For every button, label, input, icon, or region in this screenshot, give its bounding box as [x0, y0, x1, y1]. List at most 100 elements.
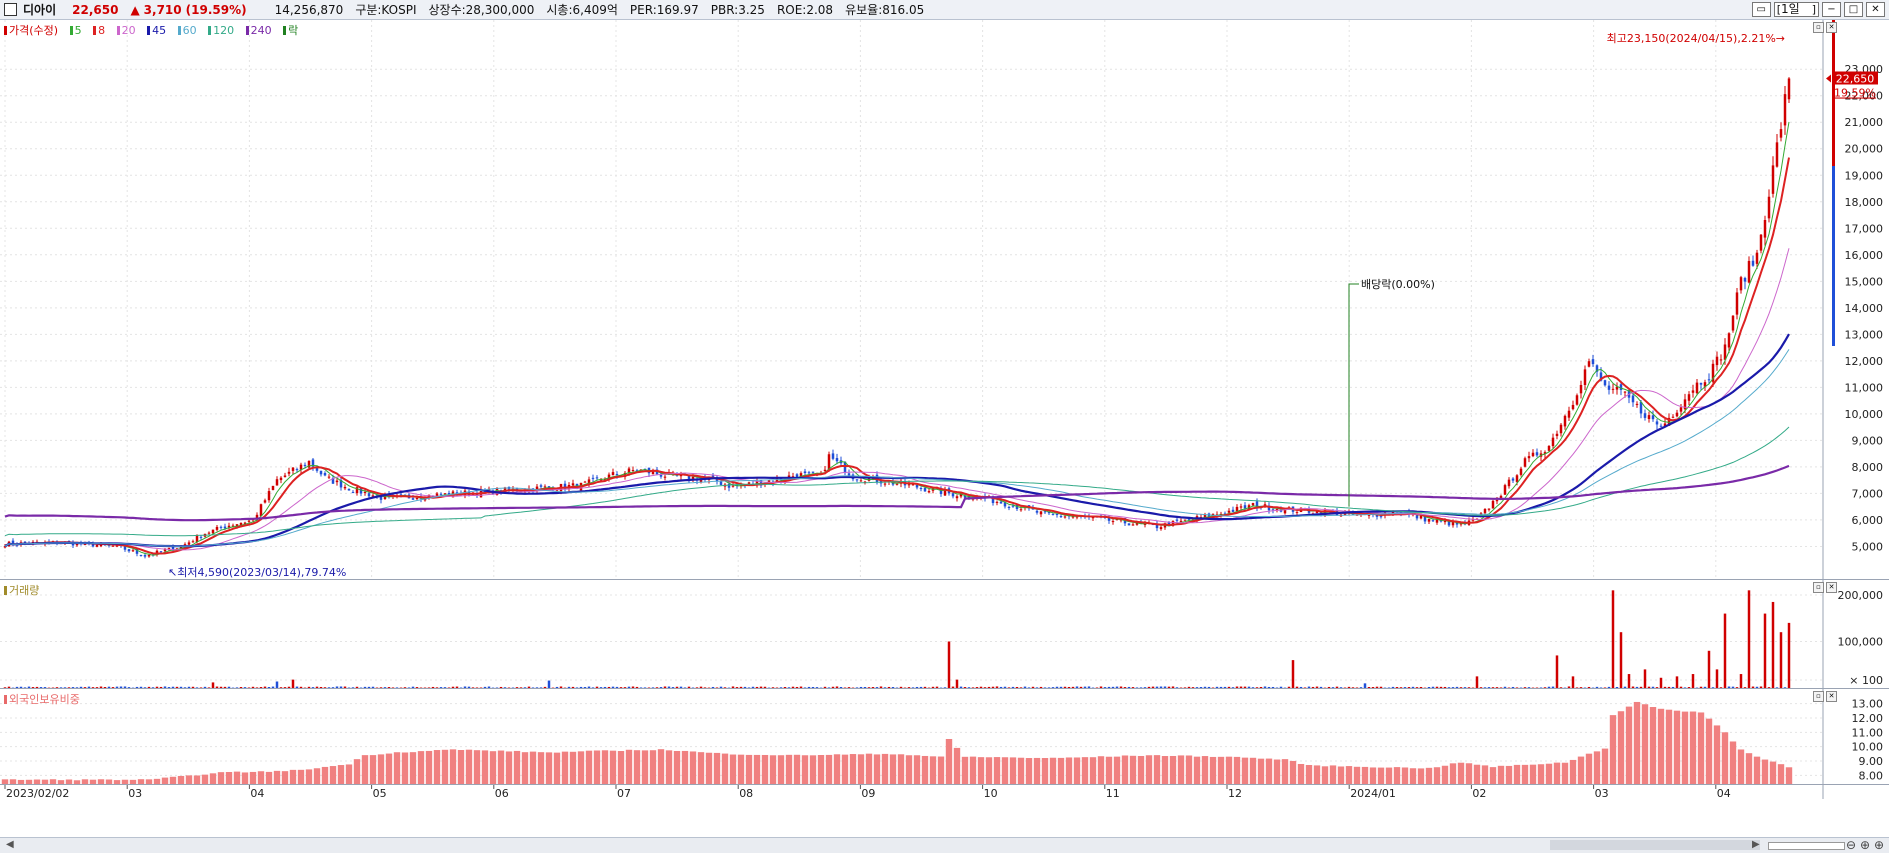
- volume-bar: [136, 687, 138, 688]
- price-chart[interactable]: 5,0006,0007,0008,0009,00010,00011,00012,…: [0, 20, 1889, 579]
- foreign-ratio-bar: [1722, 732, 1728, 784]
- market-cap: 시총:6,409억: [546, 1, 618, 18]
- restore-icon[interactable]: ▭: [1752, 2, 1771, 17]
- period-button[interactable]: [1일]: [1774, 2, 1819, 17]
- zoom-reset-icon[interactable]: ⊕: [1874, 838, 1884, 852]
- candle-body: [824, 470, 826, 471]
- candle-body: [260, 504, 262, 516]
- volume-bar: [44, 687, 46, 688]
- volume-bar: [308, 687, 310, 688]
- scroll-thumb[interactable]: [1550, 840, 1760, 850]
- candle-body: [160, 551, 162, 552]
- foreign-ratio-bar: [1674, 711, 1680, 784]
- volume-bar: [700, 687, 702, 688]
- pane-close-icon[interactable]: ✕: [1826, 691, 1837, 702]
- volume-bar: [1088, 686, 1090, 688]
- foreign-ratio-bar: [1282, 759, 1288, 784]
- volume-bar: [660, 687, 662, 688]
- pane-restore-icon[interactable]: ▫: [1813, 582, 1824, 593]
- volume-bar: [328, 687, 330, 688]
- foreign-ratio-bar: [170, 777, 176, 784]
- maximize-icon[interactable]: □: [1844, 2, 1863, 17]
- candle-body: [216, 527, 218, 530]
- candle-body: [1056, 514, 1058, 515]
- volume-bar: [1268, 687, 1270, 688]
- x-tick-label: 10: [984, 787, 998, 799]
- foreign-ratio-bar: [226, 772, 232, 784]
- zoom-in-icon[interactable]: ⊕: [1860, 838, 1870, 852]
- foreign-ratio-bar: [1658, 709, 1664, 784]
- x-tick-label: 07: [617, 787, 631, 799]
- window-menu-icon[interactable]: [4, 3, 17, 16]
- close-icon[interactable]: ✕: [1866, 2, 1885, 17]
- last-pct-label: 19.59%: [1834, 86, 1876, 99]
- bottom-scrollbar[interactable]: ◀ ▶ ⊖ ⊕ ⊕: [0, 837, 1889, 853]
- volume-bar: [604, 687, 606, 688]
- zoom-slider[interactable]: [1768, 842, 1845, 850]
- volume-bar: [900, 687, 902, 688]
- volume-bar: [300, 687, 302, 688]
- volume-bar: [1436, 687, 1438, 688]
- volume-bar: [920, 687, 922, 688]
- foreign-ratio-bar: [642, 750, 648, 784]
- candle-body: [664, 477, 666, 478]
- pane-restore-icon[interactable]: ▫: [1813, 22, 1824, 33]
- volume-bar: [1348, 687, 1350, 688]
- candle-body: [1040, 511, 1042, 514]
- pane-close-icon[interactable]: ✕: [1826, 582, 1837, 593]
- volume-bar: [1560, 687, 1562, 688]
- volume-bar: [1764, 614, 1766, 688]
- volume-bar: [1644, 669, 1646, 688]
- candle-body: [956, 496, 958, 498]
- pane-restore-icon[interactable]: ▫: [1813, 691, 1824, 702]
- foreign-ratio-bar: [794, 755, 800, 784]
- candle-body: [1532, 453, 1534, 456]
- volume-bar: [1580, 687, 1582, 688]
- volume-bar: [440, 687, 442, 688]
- volume-bar: [1640, 687, 1642, 688]
- volume-bar: [1056, 687, 1058, 688]
- foreign-ratio-bar: [706, 753, 712, 784]
- volume-bar: [772, 687, 774, 688]
- volume-bar: [416, 687, 418, 688]
- minimize-icon[interactable]: −: [1822, 2, 1841, 17]
- volume-bar: [364, 687, 366, 688]
- range-bar-up: [1832, 20, 1835, 166]
- candle-body: [1692, 390, 1694, 392]
- volume-bar: [812, 687, 814, 688]
- volume-bar: [1596, 687, 1598, 688]
- volume-bar: [804, 687, 806, 688]
- candle-body: [928, 491, 930, 492]
- candle-body: [596, 477, 598, 478]
- volume-bar: [1292, 660, 1294, 688]
- scroll-right-icon[interactable]: ▶: [1752, 839, 1760, 850]
- volume-bar: [1028, 687, 1030, 688]
- candle-body: [1656, 421, 1658, 424]
- foreign-ratio-bar: [1594, 751, 1600, 784]
- volume-bar: [432, 687, 434, 688]
- foreign-ratio-bar: [938, 757, 944, 784]
- foreign-ratio-bar: [1426, 768, 1432, 784]
- candle-body: [1528, 456, 1530, 458]
- volume-bar: [4, 687, 6, 688]
- zoom-out-icon[interactable]: ⊖: [1846, 838, 1856, 852]
- foreign-ratio-bar: [1602, 749, 1608, 784]
- y-tick-label: 10,000: [1845, 408, 1884, 421]
- pane-close-icon[interactable]: ✕: [1826, 22, 1837, 33]
- volume-bar: [1524, 687, 1526, 688]
- y-tick-label: 10.00: [1852, 741, 1884, 754]
- foreign-ratio-bar: [1586, 754, 1592, 784]
- foreign-ratio-bar: [930, 756, 936, 784]
- candle-body: [1132, 524, 1134, 525]
- scroll-left-icon[interactable]: ◀: [6, 839, 14, 850]
- x-tick-label: 04: [1717, 787, 1731, 799]
- foreign-ratio-bar: [1626, 707, 1632, 784]
- volume-bar: [1740, 674, 1742, 688]
- candle-body: [1012, 506, 1014, 507]
- volume-bar: [380, 687, 382, 688]
- foreign-ratio-bar: [1042, 758, 1048, 784]
- volume-bar: [1068, 687, 1070, 688]
- volume-bar: [204, 687, 206, 688]
